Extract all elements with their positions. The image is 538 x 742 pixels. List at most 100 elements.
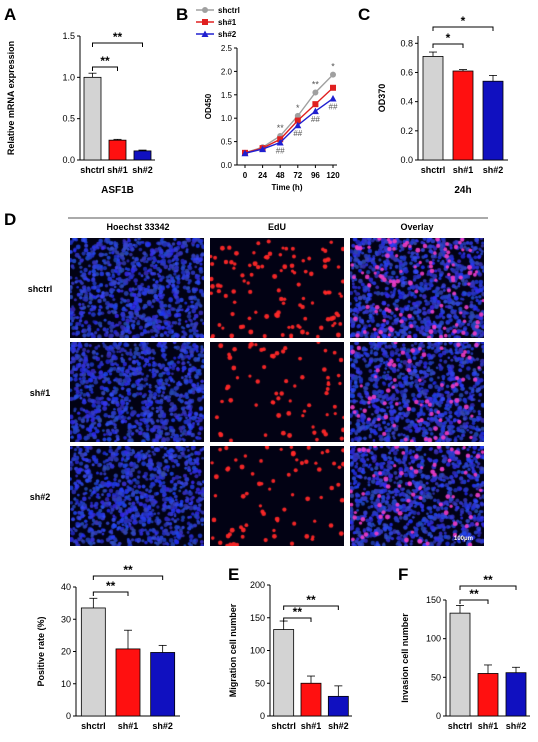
y-tick-label: 0: [436, 711, 441, 721]
x-tick-label: sh#2: [152, 721, 173, 731]
legend-marker: [201, 30, 209, 37]
x-tick-label: shctrl: [448, 721, 473, 731]
column-label-overlay: Overlay: [400, 222, 433, 232]
x-tick-label: 24: [258, 171, 267, 180]
y-tick-label: 100: [426, 634, 441, 644]
y-axis-label: OD450: [204, 93, 213, 119]
x-axis-label: ASF1B: [101, 185, 134, 196]
data-point-shctrl: [294, 112, 301, 119]
significance-label: **: [100, 54, 110, 68]
x-tick-label: 96: [311, 171, 320, 180]
y-tick-label: 1.0: [221, 114, 233, 123]
y-tick-label: 0.5: [221, 138, 233, 147]
significance-bracket: [92, 66, 118, 71]
significance-bracket: [92, 591, 129, 596]
y-axis-label: Positive rate (%): [36, 616, 46, 686]
x-tick-label: shctrl: [421, 165, 446, 175]
scale-bar-label: 100μm: [454, 536, 474, 542]
y-tick-label: 0.2: [400, 126, 413, 136]
panel-letter-e: E: [228, 565, 239, 584]
microscopy-image: [210, 238, 344, 338]
significance-label: **: [277, 123, 285, 133]
microscopy-image: [350, 342, 484, 442]
x-tick-label: sh#2: [483, 165, 504, 175]
y-tick-label: 0.5: [62, 114, 75, 124]
significance-bracket: [92, 575, 164, 580]
data-point-sh2: [329, 95, 337, 102]
y-tick-label: 0.8: [400, 38, 413, 48]
x-tick-label: sh#1: [107, 165, 128, 175]
significance-bracket: [283, 605, 339, 610]
x-axis-label: Time (h): [272, 183, 303, 192]
data-point-sh2: [294, 121, 302, 129]
panel-letter-c: C: [358, 5, 370, 24]
y-axis-label: Invasion cell number: [400, 613, 410, 703]
row-label-shctrl: shctrl: [28, 284, 53, 294]
y-tick-label: 30: [61, 614, 71, 624]
x-tick-label: 120: [326, 171, 340, 180]
y-axis-label: OD370: [377, 84, 387, 113]
panel-letter-d: D: [4, 210, 16, 229]
significance-bracket: [432, 26, 494, 31]
panel-letter-a: A: [4, 5, 16, 24]
significance-label: ##: [293, 129, 302, 138]
x-tick-label: shctrl: [271, 721, 296, 731]
column-label-edu: EdU: [268, 222, 286, 232]
row-label-sh2: sh#2: [30, 492, 51, 502]
bar-sh1: [477, 673, 499, 717]
significance-label: **: [113, 30, 123, 44]
x-tick-label: sh#1: [453, 165, 474, 175]
x-tick-label: sh#1: [478, 721, 499, 731]
y-tick-label: 1.5: [62, 31, 75, 41]
x-tick-label: sh#2: [328, 721, 349, 731]
data-point-shctrl: [330, 71, 336, 78]
row-label-sh1: sh#1: [30, 388, 51, 398]
significance-label: **: [306, 593, 316, 607]
x-tick-label: shctrl: [80, 165, 105, 175]
microscopy-image: [210, 342, 344, 442]
bar-shctrl: [449, 612, 471, 717]
series-line-sh2: [244, 97, 334, 154]
significance-label: ##: [311, 115, 320, 124]
panel-letter-f: F: [398, 565, 408, 584]
y-axis-label: Relative mRNA expression: [6, 41, 16, 155]
y-tick-label: 1.0: [62, 72, 75, 82]
bar-shctrl: [80, 607, 106, 717]
significance-label: **: [483, 573, 493, 587]
microscopy-image: [350, 238, 484, 338]
significance-label: ##: [329, 103, 338, 112]
column-label-hoechst: Hoechst 33342: [106, 222, 169, 232]
data-point-sh1: [330, 84, 336, 91]
data-point-sh2: [241, 149, 249, 157]
legend-marker: [202, 19, 208, 25]
data-point-sh2: [311, 107, 319, 115]
y-tick-label: 20: [61, 647, 71, 657]
y-tick-label: 50: [255, 678, 265, 688]
y-tick-label: 50: [431, 672, 441, 682]
legend-label: sh#2: [218, 30, 237, 39]
significance-label: *: [446, 31, 451, 45]
significance-label: *: [461, 14, 466, 28]
x-tick-label: shctrl: [81, 721, 106, 731]
panel-letter-b: B: [176, 5, 188, 24]
x-tick-label: sh#1: [301, 721, 322, 731]
y-tick-label: 10: [61, 679, 71, 689]
bar-sh2: [150, 652, 176, 717]
x-tick-label: sh#1: [118, 721, 139, 731]
y-tick-label: 0.0: [400, 155, 413, 165]
x-tick-label: 0: [243, 171, 248, 180]
microscopy-image: [70, 342, 204, 442]
x-axis-label: 24h: [454, 185, 471, 196]
y-tick-label: 0: [66, 711, 71, 721]
y-tick-label: 150: [250, 613, 265, 623]
legend-marker: [202, 7, 208, 13]
data-point-sh2: [259, 145, 267, 153]
data-point-shctrl: [312, 89, 319, 96]
y-tick-label: 0.0: [62, 155, 75, 165]
significance-label: *: [331, 62, 335, 72]
significance-label: ##: [276, 147, 285, 156]
y-tick-label: 40: [61, 582, 71, 592]
